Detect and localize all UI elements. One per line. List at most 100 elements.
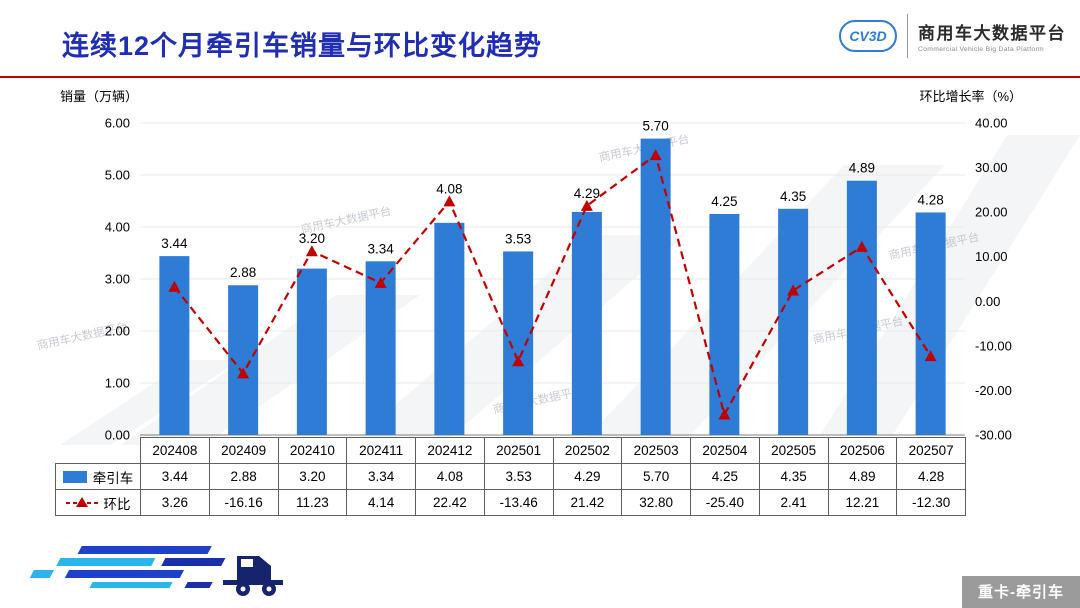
category-cell: 202507 [896,437,966,464]
bar-value-label: 4.08 [436,181,462,196]
bar-value-label: 4.25 [711,194,737,209]
brand-logo: CV3D 商用车大数据平台 Commercial Vehicle Big Dat… [839,14,1066,58]
right-axis-tick: 30.00 [975,160,1008,175]
value-cell: 22.42 [415,489,485,516]
value-cell: 3.53 [483,463,554,490]
right-axis-tick: 40.00 [975,116,1008,131]
right-axis-tick: -20.00 [975,383,1012,398]
sales-bar [571,211,602,435]
value-cell: 11.23 [277,489,348,516]
mom-change-line [173,153,932,418]
left-axis-tick: 3.00 [105,272,130,287]
value-cell: 12.21 [827,489,898,516]
value-cell: 4.28 [896,463,966,490]
left-axis-tick: 1.00 [105,376,130,391]
category-cell: 202505 [758,437,829,464]
value-cell: -13.46 [483,489,554,516]
right-axis-tick: 10.00 [975,249,1008,264]
value-cell: 4.08 [415,463,485,490]
sales-bar [846,180,877,435]
bar-value-label: 3.44 [161,236,188,251]
bar-value-label: 4.35 [780,189,806,204]
line-marker [305,245,318,257]
bar-value-label: 3.53 [505,231,531,246]
chart-data-table: 202408 202409 202410 202411 202412 202501 2025… [55,437,966,516]
line-marker [443,195,456,207]
right-axis-unit-label: 环比增长率（%） [919,89,1022,104]
legend-label: 牵引车 [92,470,134,486]
right-axis-tick: 0.00 [975,294,1000,309]
value-cell: 4.14 [346,489,416,516]
value-cell: 21.42 [552,489,623,516]
value-cell: 32.80 [621,489,691,516]
bar-value-label: 5.70 [642,119,668,134]
left-axis-tick: 2.00 [105,324,130,339]
left-axis-tick: 6.00 [105,116,130,131]
line-legend-swatch [65,496,98,507]
right-axis-tick: -10.00 [975,338,1012,353]
bar-value-label: 2.88 [230,265,256,280]
value-cell: -16.16 [208,489,279,516]
value-cell: 3.44 [140,463,210,490]
value-cell: 5.70 [621,463,691,490]
line-marker [168,280,181,292]
value-cell: 2.41 [758,489,829,516]
category-cell: 202409 [208,437,279,464]
category-cell: 202504 [690,437,760,464]
bar-value-label: 4.29 [574,186,600,201]
value-cell: 3.26 [140,489,210,516]
value-cell: 2.88 [208,463,279,490]
truck-silhouette [223,556,283,596]
header-divider-line [0,76,1080,78]
category-cell: 202501 [483,437,554,464]
sales-bar [640,138,671,435]
bar-value-label: 3.34 [367,241,394,256]
bar-value-label: 4.89 [849,161,875,176]
bar-legend-swatch [62,470,87,483]
left-axis-unit-label: 销量（万辆） [60,89,139,104]
sales-bar [365,261,396,435]
left-axis-tick: 4.00 [105,220,130,235]
value-cell: 4.35 [758,463,829,490]
value-cell: 4.29 [552,463,623,490]
legend-label: 环比 [103,496,131,512]
category-cell: 202410 [277,437,348,464]
line-marker [374,276,387,288]
right-axis-tick: -30.00 [975,428,1012,443]
sales-trend-chart: 0.00 1.00 2.00 3.00 4.00 5.00 6.00 -30.00 -20.00… [105,116,1012,443]
legend-cell-bar: 牵引车 [55,463,141,490]
line-marker [787,284,800,296]
line-marker [237,367,250,379]
logo-divider [907,14,908,58]
bar-value-label: 3.20 [299,231,325,246]
right-axis-tick: 20.00 [975,205,1008,220]
category-cell: 202502 [552,437,623,464]
logo-icon-label: CV3D [849,28,887,44]
category-badge: 重卡-牵引车 [962,576,1080,608]
sales-bar [778,208,809,435]
bar-value-label: 4.28 [917,192,943,207]
sales-bar [709,214,740,435]
category-cell: 202506 [827,437,898,464]
line-marker [718,408,731,420]
category-cell: 202411 [346,437,416,464]
logo-subtitle: Commercial Vehicle Big Data Platform [918,46,1045,53]
value-cell: 3.20 [277,463,348,490]
line-marker [512,355,525,367]
sales-bar [503,251,534,435]
category-cell: 202503 [621,437,691,464]
logo-name: 商用车大数据平台 [918,24,1066,43]
legend-cell-line: 环比 [55,489,141,516]
speed-streaks [29,546,226,588]
cvbd-logo-icon: CV3D [839,20,897,52]
table-corner-blank [56,438,141,464]
sales-bar [296,268,327,435]
left-axis-tick: 5.00 [105,168,130,183]
category-cell: 202412 [415,437,485,464]
value-cell: -12.30 [896,489,966,516]
category-cell: 202408 [140,437,210,464]
line-marker [580,199,593,211]
line-marker [649,149,662,161]
truck-decoration [29,546,283,596]
